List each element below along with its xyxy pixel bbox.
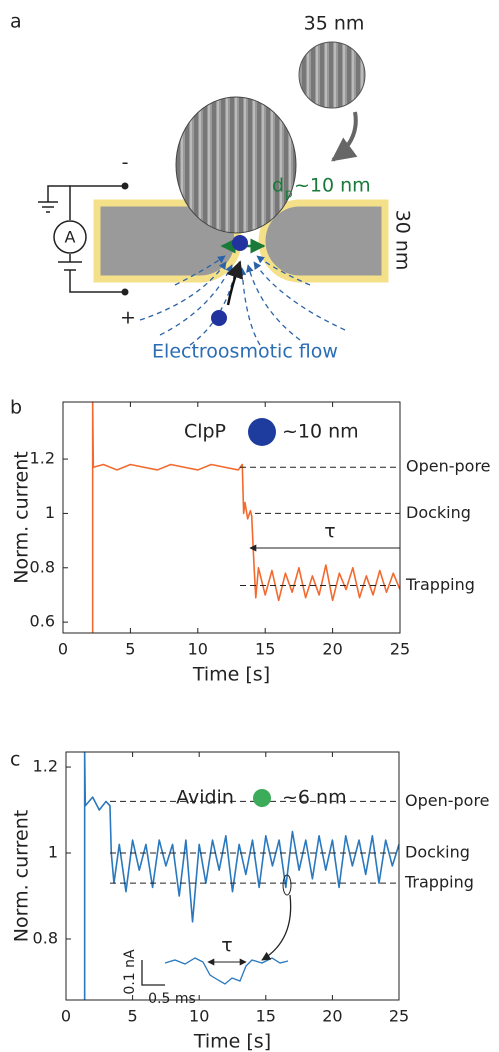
- y-tick-label: 0.8: [30, 557, 55, 576]
- level-label: Open-pore: [405, 791, 490, 810]
- panel-label: a: [10, 11, 22, 33]
- tau-label: τ: [324, 521, 335, 543]
- protein-size: ~6 nm: [282, 787, 347, 809]
- y-axis-title: Norm. current: [11, 810, 33, 942]
- thickness-label: 30 nm: [392, 210, 414, 271]
- scale-label: 0.1 nA: [122, 949, 138, 995]
- pore-label: d: [272, 175, 284, 197]
- y-tick-label: 1: [48, 843, 58, 862]
- flow-label: Electroosmotic flow: [152, 341, 338, 363]
- circuit: [38, 185, 125, 293]
- level-label: Docking: [406, 503, 471, 522]
- protein-size: ~10 nm: [282, 421, 359, 443]
- ammeter-label: A: [65, 228, 76, 247]
- inset-trace: [164, 957, 289, 985]
- x-tick-label: 10: [189, 1007, 209, 1026]
- y-tick-label: 1: [45, 503, 55, 522]
- panel-label: c: [10, 749, 20, 771]
- arrow: [261, 894, 292, 961]
- y-tick-label: 0.6: [30, 612, 55, 631]
- protein-name: Avidin: [176, 787, 234, 809]
- x-tick-label: 15: [255, 640, 275, 659]
- x-tick-label: 25: [389, 1007, 409, 1026]
- x-axis-title: Time [s]: [192, 664, 270, 686]
- membrane: [258, 199, 389, 283]
- x-tick-label: 5: [128, 1007, 138, 1026]
- level-label: Trapping: [404, 873, 474, 892]
- x-axis-title: Time [s]: [193, 1031, 271, 1052]
- level-label: Trapping: [405, 575, 475, 594]
- plot-frame: [65, 751, 400, 1001]
- x-tick-label: 5: [125, 640, 135, 659]
- scale-label: 0.5 ms: [148, 991, 196, 1007]
- protein: [232, 235, 248, 251]
- electrode: [121, 182, 129, 190]
- protein: [211, 310, 227, 326]
- particle-size: 35 nm: [304, 13, 365, 35]
- small-particle: [298, 41, 366, 109]
- event-marker: [282, 874, 292, 896]
- y-tick-label: 0.8: [33, 928, 58, 947]
- protein-icon: [253, 789, 271, 807]
- y-tick-label: 1.2: [33, 757, 58, 776]
- tau-label: τ: [221, 935, 232, 957]
- electrode: [121, 288, 129, 296]
- arrow: [331, 111, 358, 162]
- polarity: +: [120, 307, 136, 329]
- y-tick-label: 1.2: [30, 449, 55, 468]
- x-tick-label: 20: [322, 1007, 342, 1026]
- x-tick-label: 0: [61, 1007, 71, 1026]
- arrow: [226, 260, 244, 306]
- large-particle: [175, 96, 297, 234]
- trace: [83, 751, 400, 1000]
- scale-bar: [141, 960, 165, 986]
- pore-label: p: [285, 187, 293, 201]
- diagram: a 35 nm d p ~10 nm 30 nm A - +: [10, 11, 414, 363]
- x-tick-label: 25: [390, 640, 410, 659]
- level-label: Open-pore: [406, 457, 491, 476]
- pore-label: ~10 nm: [294, 175, 371, 197]
- plot-frame: [62, 401, 401, 634]
- protein-name: ClpP: [184, 421, 226, 443]
- trace: [91, 401, 401, 633]
- x-tick-label: 0: [58, 640, 68, 659]
- x-tick-label: 20: [322, 640, 342, 659]
- polarity: -: [122, 152, 129, 174]
- x-tick-label: 15: [256, 1007, 276, 1026]
- protein-icon: [248, 418, 276, 446]
- x-tick-label: 10: [188, 640, 208, 659]
- y-axis-title: Norm. current: [11, 451, 33, 583]
- panel-label: b: [10, 397, 22, 419]
- level-label: Docking: [405, 843, 470, 862]
